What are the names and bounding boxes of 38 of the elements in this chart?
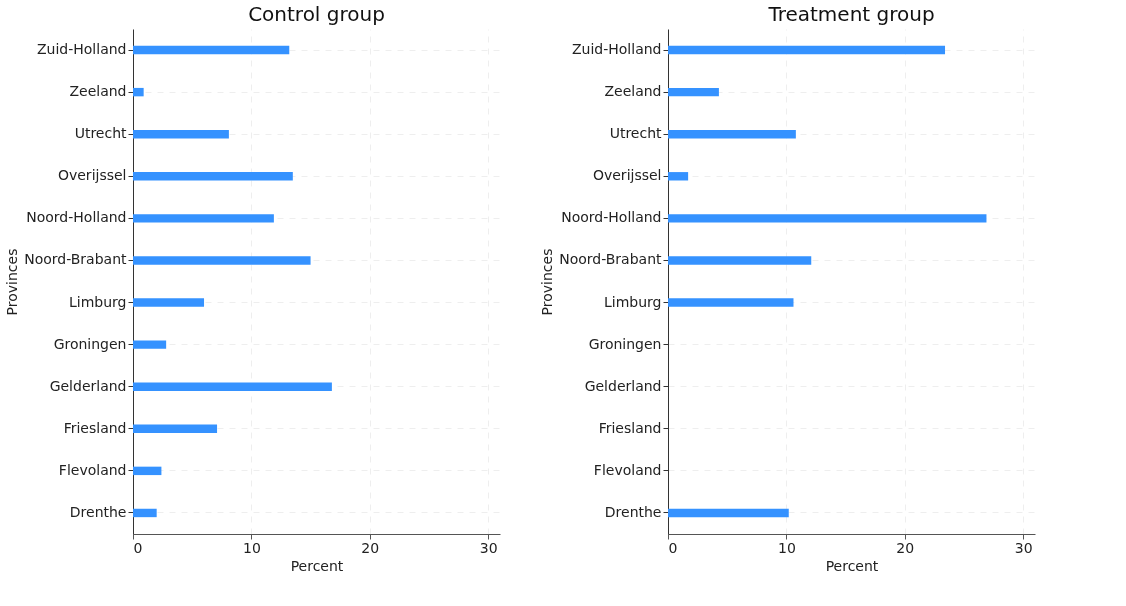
y-tick-label: Gelderland: [584, 377, 662, 394]
chart-title: Control group: [248, 2, 385, 26]
y-axis-title: Provinces: [539, 248, 556, 316]
y-tick-label: Drenthe: [69, 503, 127, 520]
y-tick-label: Noord-Brabant: [24, 251, 127, 268]
y-tick-label: Gelderland: [49, 377, 127, 394]
y-tick-label: Flevoland: [593, 461, 662, 478]
x-axis-title: Percent: [290, 557, 344, 574]
y-tick-label: Groningen: [53, 335, 127, 352]
y-tick-label: Zeeland: [604, 83, 662, 100]
y-tick-label: Utrecht: [74, 125, 128, 142]
y-tick-label: Limburg: [69, 293, 127, 310]
y-axis-title: Provinces: [4, 248, 21, 316]
x-tick-label: 0: [668, 539, 678, 556]
y-tick-label: Noord-Brabant: [559, 251, 662, 268]
x-axis-title: Percent: [825, 557, 879, 574]
y-tick-label: Utrecht: [609, 125, 663, 142]
y-tick-label: Flevoland: [58, 461, 127, 478]
y-tick-label: Drenthe: [604, 503, 662, 520]
y-tick-label: Limburg: [604, 293, 662, 310]
x-tick-label: 10: [242, 539, 261, 556]
y-tick-label: Friesland: [598, 419, 662, 436]
chart-title: Treatment group: [767, 2, 935, 26]
y-tick-label: Zeeland: [69, 83, 127, 100]
y-tick-label: Noord-Holland: [26, 209, 127, 226]
y-tick-label: Overijssel: [57, 167, 127, 184]
x-tick-label: 20: [896, 539, 915, 556]
x-tick-label: 0: [133, 539, 143, 556]
y-tick-label: Friesland: [63, 419, 127, 436]
y-tick-label: Zuid-Holland: [571, 41, 662, 58]
y-tick-label: Groningen: [588, 335, 662, 352]
x-tick-label: 30: [1014, 539, 1033, 556]
y-tick-label: Noord-Holland: [561, 209, 662, 226]
x-tick-label: 30: [479, 539, 498, 556]
x-tick-label: 10: [777, 539, 796, 556]
x-tick-label: 20: [361, 539, 380, 556]
y-tick-label: Zuid-Holland: [36, 41, 127, 58]
y-tick-label: Overijssel: [592, 167, 662, 184]
